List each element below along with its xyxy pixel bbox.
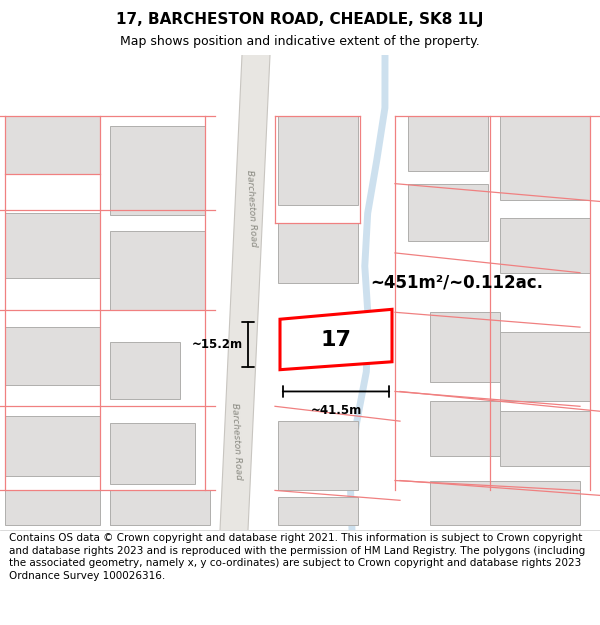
Polygon shape [408, 116, 488, 171]
Polygon shape [430, 401, 500, 456]
Polygon shape [500, 411, 590, 466]
Polygon shape [280, 309, 392, 369]
Text: Barcheston Road: Barcheston Road [245, 170, 259, 247]
Polygon shape [278, 498, 358, 525]
Text: Barcheston Road: Barcheston Road [230, 402, 244, 479]
Polygon shape [430, 312, 500, 381]
Polygon shape [110, 498, 195, 525]
Polygon shape [500, 218, 590, 272]
Text: ~451m²/~0.112ac.: ~451m²/~0.112ac. [370, 274, 543, 292]
Text: 17: 17 [320, 330, 352, 350]
Polygon shape [5, 116, 100, 174]
Polygon shape [500, 332, 590, 401]
Polygon shape [5, 327, 100, 384]
Text: ~15.2m: ~15.2m [192, 338, 243, 351]
Polygon shape [110, 342, 180, 399]
Polygon shape [408, 184, 488, 241]
Text: 17, BARCHESTON ROAD, CHEADLE, SK8 1LJ: 17, BARCHESTON ROAD, CHEADLE, SK8 1LJ [116, 12, 484, 27]
Polygon shape [278, 116, 358, 206]
Polygon shape [500, 116, 590, 201]
Text: Contains OS data © Crown copyright and database right 2021. This information is : Contains OS data © Crown copyright and d… [9, 533, 585, 581]
Text: ~41.5m: ~41.5m [310, 404, 362, 418]
Text: Map shows position and indicative extent of the property.: Map shows position and indicative extent… [120, 35, 480, 48]
Polygon shape [110, 491, 210, 525]
Polygon shape [110, 423, 195, 484]
Polygon shape [5, 491, 100, 525]
Polygon shape [220, 55, 270, 530]
Polygon shape [110, 126, 205, 215]
Polygon shape [5, 213, 100, 278]
Polygon shape [110, 231, 205, 310]
Polygon shape [278, 223, 358, 282]
Polygon shape [5, 416, 100, 476]
Polygon shape [278, 421, 358, 491]
Polygon shape [430, 481, 580, 525]
